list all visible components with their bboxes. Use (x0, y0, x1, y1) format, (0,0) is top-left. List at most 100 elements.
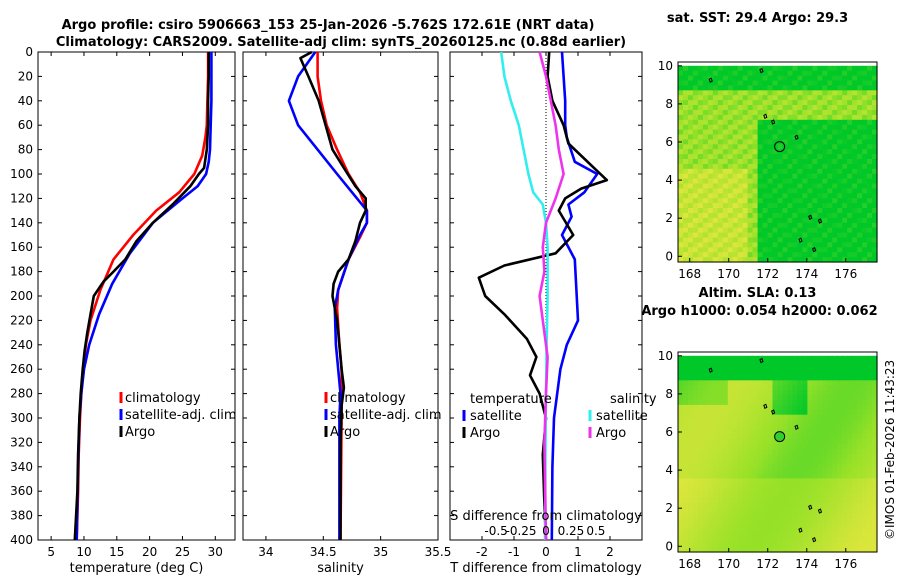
heatmap-cell (683, 527, 689, 533)
heatmap-cell (752, 458, 759, 465)
heatmap-cell (817, 473, 823, 479)
heatmap-cell (867, 385, 873, 391)
heatmap-cell (747, 493, 754, 499)
heatmap-cell (792, 188, 798, 194)
heatmap-cell (737, 114, 744, 121)
heatmap-cell (767, 198, 774, 204)
heatmap-cell (707, 370, 714, 376)
heatmap-cell (747, 444, 754, 450)
heatmap-cell (717, 110, 724, 116)
heatmap-cell (847, 257, 853, 263)
heatmap-cell (752, 198, 759, 204)
heatmap-cell (712, 124, 719, 131)
heatmap-cell (717, 517, 724, 524)
heatmap-cell (807, 232, 813, 239)
heatmap-cell (678, 409, 684, 416)
heatmap-cell (747, 178, 754, 185)
heatmap-cell (717, 449, 724, 455)
heatmap-cell (822, 65, 828, 72)
y-tick-label: 200 (10, 289, 33, 303)
heatmap-cell (842, 449, 848, 455)
heatmap-cell (837, 503, 843, 509)
heatmap-cell (827, 257, 833, 263)
heatmap-cell (802, 419, 808, 426)
heatmap-cell (742, 124, 749, 131)
heatmap-cell (678, 193, 684, 199)
heatmap-cell (772, 65, 779, 72)
heatmap-cell (777, 95, 784, 101)
heatmap-cell (747, 208, 754, 214)
heatmap-cell (717, 542, 724, 548)
heatmap-cell (847, 237, 853, 243)
heatmap-cell (757, 163, 764, 170)
heatmap-cell (678, 163, 684, 170)
heatmap-cell (702, 173, 709, 180)
heatmap-cell (807, 522, 813, 529)
heatmap-cell (683, 429, 689, 435)
heatmap-cell (767, 119, 774, 126)
heatmap-cell (812, 65, 818, 72)
heatmap-cell (872, 227, 878, 234)
heatmap-cell (717, 453, 724, 460)
heatmap-cell (782, 217, 789, 224)
heatmap-cell (782, 355, 789, 362)
heatmap-cell (678, 198, 684, 204)
heatmap-cells (678, 65, 878, 263)
heatmap-cell (752, 70, 759, 77)
heatmap-cell (697, 154, 704, 160)
heatmap-cell (732, 114, 739, 121)
heatmap-cell (837, 65, 843, 72)
x-tick-label: 2 (606, 545, 614, 559)
heatmap-cell (683, 139, 689, 145)
y-tick-label: 240 (10, 338, 33, 352)
heatmap-cell (817, 365, 823, 372)
heatmap-cell (827, 404, 833, 411)
heatmap-cell (678, 105, 684, 111)
heatmap-cell (817, 257, 823, 263)
heatmap-cell (752, 424, 759, 430)
heatmap-cell (807, 173, 813, 180)
x-tick-label: 1 (574, 545, 582, 559)
heatmap-cell (742, 173, 749, 180)
heatmap-cell (852, 503, 858, 509)
heatmap-cell (702, 65, 709, 72)
heatmap-cell (867, 439, 873, 445)
heatmap-cell (832, 483, 838, 489)
heatmap-cell (852, 542, 858, 548)
heatmap-cell (822, 124, 828, 131)
heatmap-cell (812, 380, 818, 386)
heatmap-cell (767, 380, 774, 386)
heatmap-cell (712, 154, 719, 160)
heatmap-cell (692, 488, 699, 494)
s-difference-label: S difference from climatology (450, 509, 642, 524)
heatmap-cell (757, 100, 764, 106)
heatmap-cell (772, 198, 779, 204)
heatmap-cell (772, 517, 779, 524)
heatmap-cell (812, 473, 818, 479)
heatmap-cell (767, 173, 774, 180)
heatmap-cell (782, 105, 789, 111)
heatmap-cell (737, 188, 744, 194)
heatmap-cell (842, 434, 848, 440)
heatmap-cell (697, 173, 704, 180)
heatmap-cell (822, 404, 828, 411)
heatmap-cell (683, 110, 689, 116)
heatmap-cell (802, 512, 808, 519)
heatmap-cell (827, 213, 833, 219)
heatmap-cell (767, 463, 774, 470)
heatmap-cell (837, 252, 843, 258)
heatmap-cell (702, 139, 709, 145)
heatmap-cell (792, 70, 798, 77)
heatmap-cell (737, 527, 744, 533)
heatmap-cell (678, 395, 684, 401)
heatmap-cell (812, 242, 818, 248)
heatmap-cell (747, 257, 754, 263)
heatmap-cell (752, 144, 759, 150)
heatmap-cell (832, 110, 838, 116)
heatmap-cell (707, 124, 714, 131)
heatmap-cell (767, 217, 774, 224)
heatmap-cell (717, 183, 724, 189)
heatmap-cell (812, 213, 818, 219)
heatmap-cell (857, 227, 863, 234)
heatmap-cell (807, 517, 813, 524)
